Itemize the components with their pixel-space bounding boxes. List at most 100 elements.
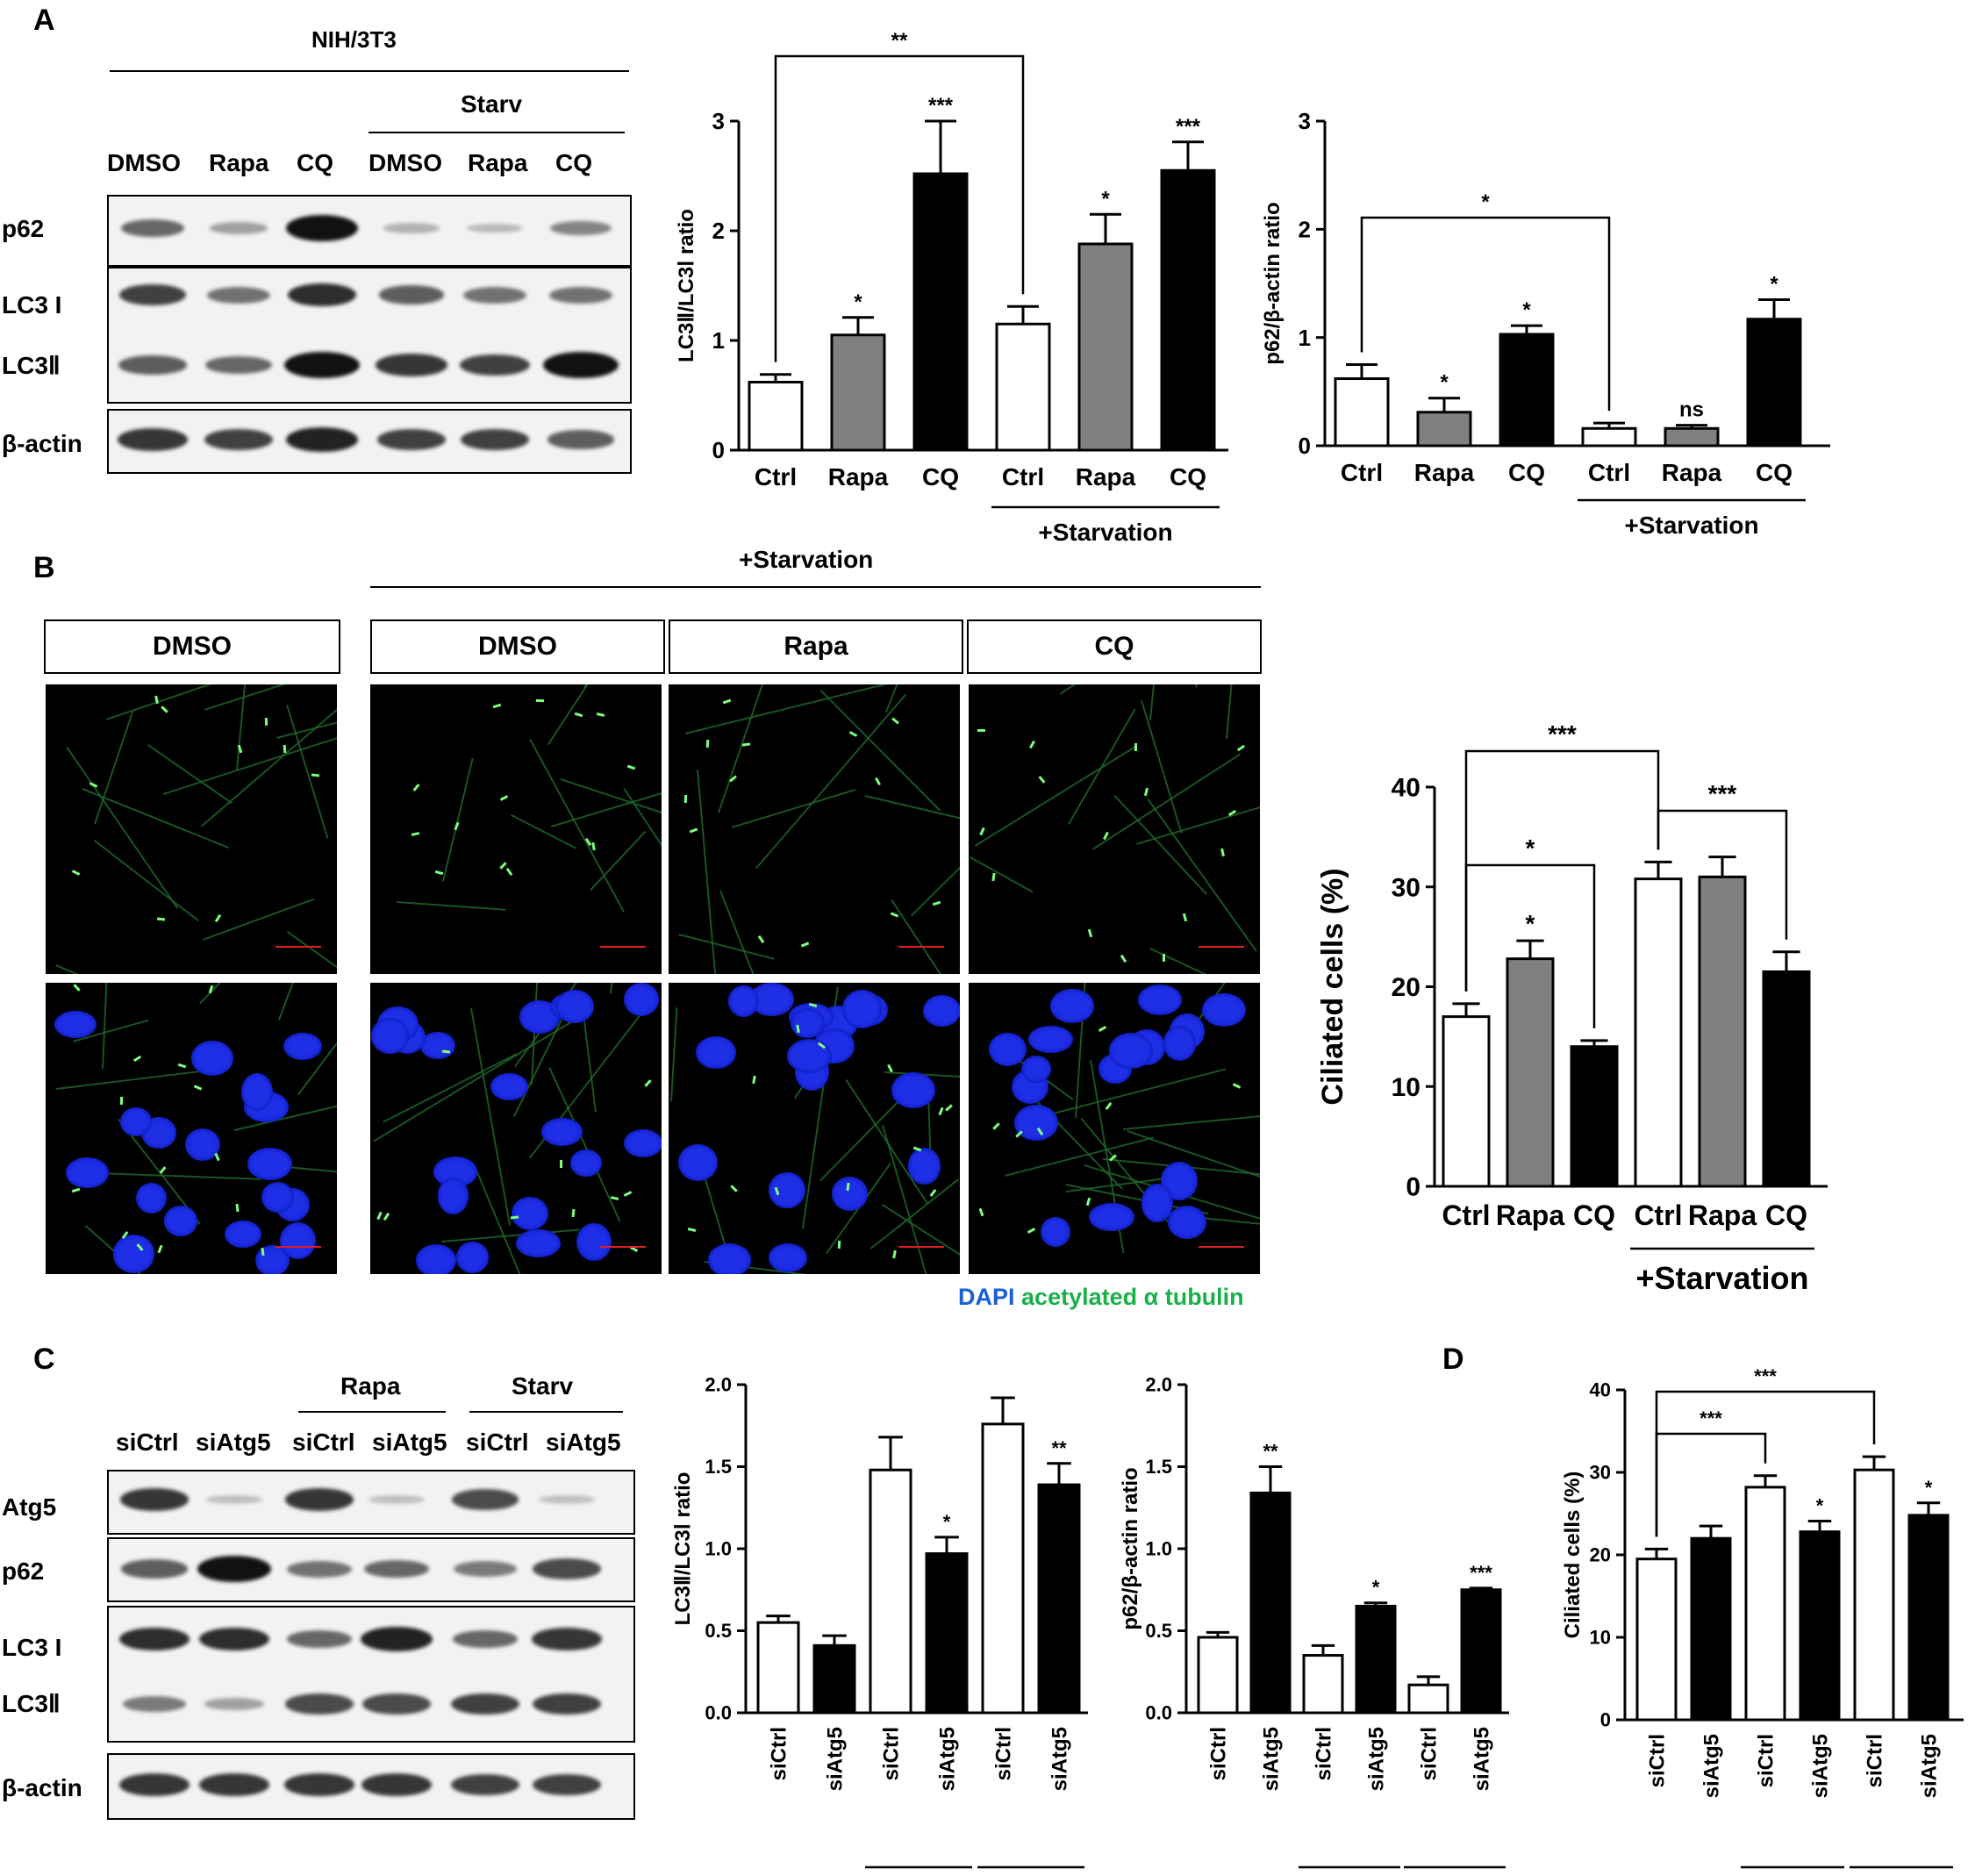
dapi-nucleus — [728, 985, 760, 1017]
bar — [1407, 1683, 1449, 1715]
legend-dapi: DAPI — [958, 1284, 1015, 1310]
significance-label: *** — [1176, 115, 1201, 139]
cilium-marker — [992, 1122, 1001, 1130]
dapi-nucleus — [1088, 1202, 1134, 1232]
dapi-nucleus — [1138, 984, 1183, 1015]
blot-band — [543, 352, 619, 378]
cilium-marker — [72, 870, 81, 877]
cilium-marker — [683, 795, 687, 804]
cilium-marker — [932, 900, 941, 906]
y-tick-label: 30 — [1590, 1462, 1611, 1484]
blot-band — [209, 222, 268, 234]
panel-letter-a: A — [33, 4, 55, 37]
y-tick-label: 1 — [1299, 325, 1311, 351]
cilium-marker — [571, 1209, 576, 1218]
tubulin-fiber — [1200, 1217, 1260, 1233]
dapi-nucleus — [1167, 1206, 1206, 1240]
bracket-label: *** — [1548, 720, 1577, 748]
blot-band — [450, 1693, 520, 1715]
bar — [912, 172, 969, 452]
blot-band — [285, 1693, 354, 1715]
category-label: siAtg5 — [823, 1727, 847, 1791]
lane-label: siCtrl — [292, 1428, 355, 1456]
category-label: CQ — [1170, 463, 1206, 490]
image-label-box: CQ — [967, 619, 1262, 674]
scale-bar — [898, 1246, 944, 1248]
tubulin-fiber — [1135, 792, 1260, 845]
category-label: siCtrl — [1863, 1734, 1886, 1787]
significance-label: * — [943, 1511, 951, 1533]
dapi-nucleus — [415, 1244, 456, 1274]
blot-strip-p62 — [107, 1537, 635, 1602]
y-axis-label: p62/β-actin ratio — [1261, 202, 1284, 364]
tubulin-fiber — [1225, 684, 1238, 740]
cilium-marker — [1038, 775, 1046, 784]
tubulin-fiber — [717, 684, 774, 813]
blot-band — [207, 286, 270, 304]
cilium-marker — [644, 1078, 652, 1087]
bar — [1762, 970, 1811, 1188]
blot-band — [118, 428, 188, 451]
cilium-marker — [626, 764, 635, 770]
dapi-nucleus — [1027, 1025, 1074, 1054]
bar — [1197, 1636, 1239, 1715]
category-label: siAtg5 — [1808, 1734, 1832, 1798]
dapi-nucleus — [678, 1144, 719, 1181]
blot-band — [204, 1698, 265, 1710]
cilium-marker — [591, 841, 596, 851]
cilium-marker — [1098, 1026, 1107, 1033]
dapi-nucleus — [191, 1040, 233, 1076]
panel-letter-c: C — [33, 1343, 55, 1376]
lane-label: Rapa — [468, 149, 528, 176]
cilium-marker — [505, 868, 513, 877]
tubulin-fiber — [864, 794, 960, 842]
blot-row-label: LC3 I — [2, 291, 62, 319]
y-tick-label: 2 — [712, 218, 725, 244]
tubulin-fiber — [101, 983, 111, 1069]
tubulin-fiber — [397, 900, 507, 911]
cilium-marker — [1086, 1197, 1091, 1207]
significance-bracket — [1464, 863, 1596, 1028]
y-tick-label: 0.0 — [1145, 1702, 1172, 1724]
category-label: siCtrl — [1417, 1727, 1441, 1780]
bar — [1160, 168, 1216, 452]
cilium-marker — [837, 1241, 841, 1249]
dapi-nucleus — [1109, 1033, 1153, 1070]
dapi-nucleus — [112, 1235, 155, 1273]
category-label: Ctrl — [1634, 1199, 1682, 1231]
blot-band — [118, 355, 187, 375]
cilium-marker — [156, 917, 166, 921]
bar — [1746, 318, 1802, 448]
cilium-marker — [848, 731, 858, 738]
blot-strip-p62 — [107, 195, 632, 267]
blot-band — [539, 1495, 595, 1504]
cilium-marker — [499, 794, 509, 801]
blot-row-label: LC3 I — [2, 1634, 62, 1661]
blot-band — [376, 354, 447, 376]
cilium-marker — [412, 784, 420, 792]
dapi-nucleus — [490, 1072, 529, 1100]
dapi-nucleus — [420, 1032, 455, 1060]
y-tick-label: 20 — [1392, 973, 1420, 1002]
category-label: siAtg5 — [1259, 1727, 1283, 1791]
image-label: CQ — [1094, 632, 1134, 661]
bar — [1799, 1530, 1841, 1722]
starvation-group-line — [370, 586, 1261, 588]
starv-group-label: Starv — [461, 90, 523, 118]
blot-band — [287, 283, 357, 307]
category-label: CQ — [922, 463, 959, 490]
dapi-nucleus — [66, 1156, 109, 1188]
dapi-nucleus — [224, 1221, 261, 1249]
blot-band — [533, 1558, 601, 1579]
blot-band — [204, 355, 273, 375]
significance-label: * — [854, 290, 862, 314]
bar — [1698, 875, 1747, 1188]
significance-label: * — [1816, 1494, 1824, 1516]
dapi-nucleus — [768, 1243, 807, 1272]
micrograph-merge — [370, 983, 662, 1274]
blot-band — [532, 1693, 602, 1715]
bar — [925, 1552, 969, 1715]
tubulin-fiber — [547, 684, 627, 745]
tubulin-fiber — [469, 1008, 511, 1226]
tubulin-fiber — [442, 757, 474, 882]
